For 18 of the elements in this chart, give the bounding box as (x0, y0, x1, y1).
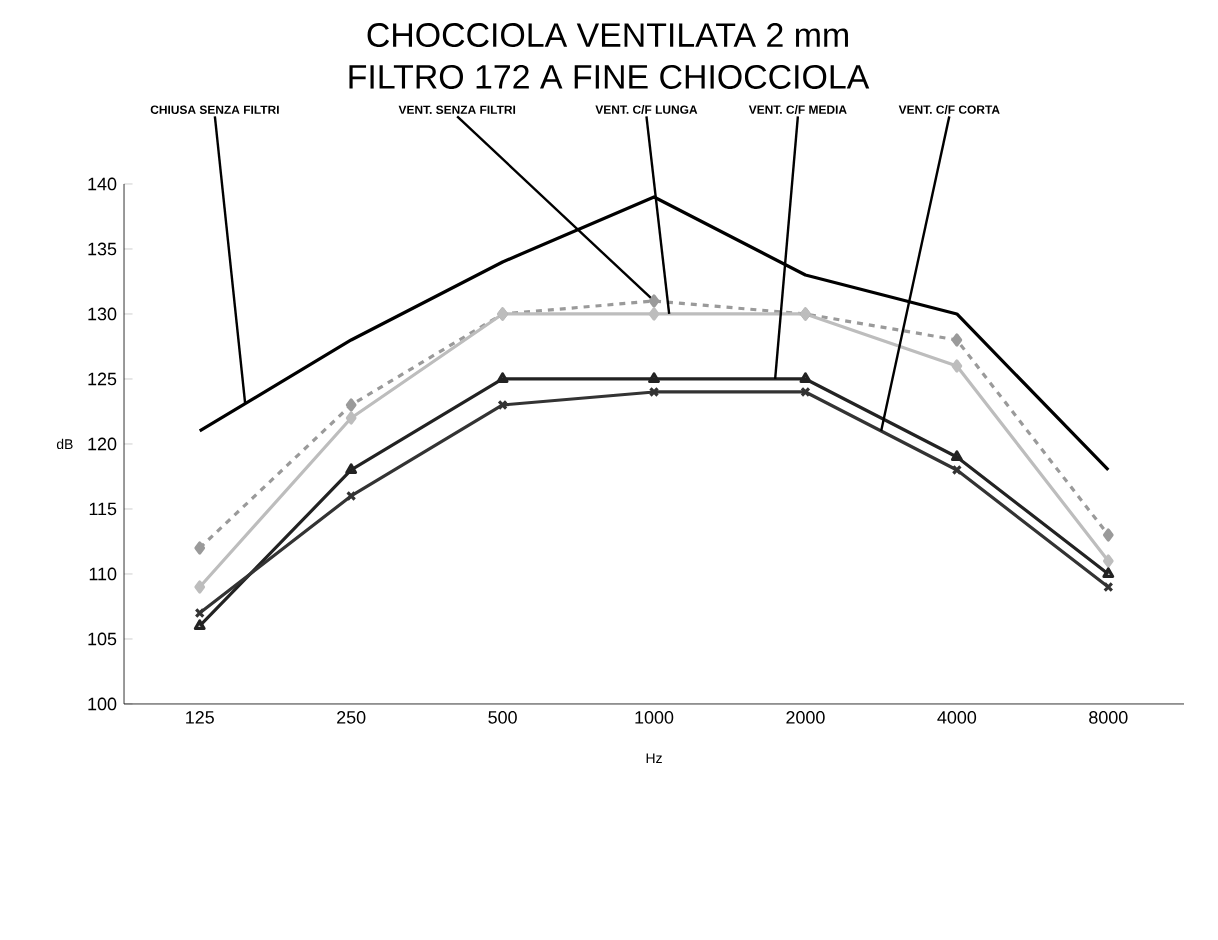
x-tick-label: 1000 (635, 711, 674, 724)
x-tick-label: 2000 (786, 711, 825, 724)
y-tick-label: 120 (88, 437, 117, 451)
chart-title: CHOCCIOLA VENTILATA 2 mm (367, 23, 848, 48)
y-tick-label: 115 (89, 502, 117, 516)
chart-subtitle: FILTRO 172 A FINE CHIOCCIOLA (349, 64, 870, 89)
y-tick-label: 125 (88, 372, 117, 386)
y-tick-label: 140 (88, 177, 117, 191)
y-tick-label: 105 (88, 632, 117, 646)
x-tick-label: 500 (488, 711, 517, 724)
y-tick-label: 110 (89, 567, 117, 581)
x-tick-label: 125 (186, 711, 214, 724)
y-tick-label: 130 (88, 307, 117, 321)
x-tick-label: 4000 (937, 711, 977, 724)
y-tick-label: 135 (88, 242, 117, 256)
y-tick-label: 100 (88, 697, 117, 711)
x-tick-label: 8000 (1089, 711, 1128, 724)
x-tick-label: 250 (337, 711, 366, 724)
